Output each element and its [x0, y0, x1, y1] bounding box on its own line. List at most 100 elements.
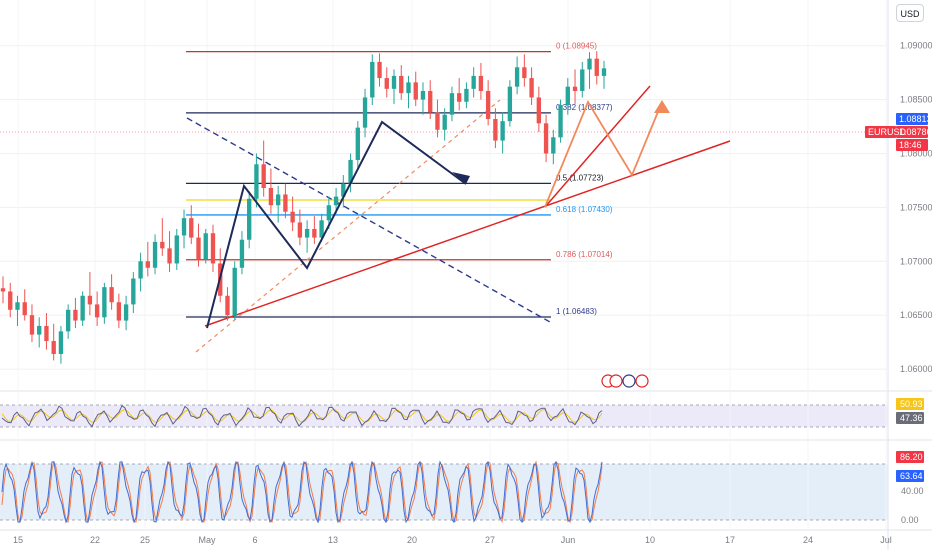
candle-body: [391, 75, 397, 89]
candle-body: [160, 241, 165, 249]
event-icons: [601, 374, 649, 388]
time-axis: 15 22 25 May 6 13 20 27 Jun 10 17 24 Jul: [13, 0, 892, 545]
price-tick-label: 1.08500: [900, 95, 932, 105]
price-tick-label: 1.09000: [900, 41, 932, 51]
fib-level-label: 0.786 (1.07014): [556, 250, 613, 259]
projection-line: [544, 100, 663, 208]
candle-body: [442, 114, 447, 130]
candle-body: [362, 97, 368, 128]
candle-body: [536, 97, 542, 124]
candle-body: [123, 304, 129, 321]
candle-body: [435, 112, 440, 130]
candle-body: [449, 93, 455, 115]
candle-body: [399, 75, 404, 94]
currency-button[interactable]: USD: [896, 4, 924, 22]
candle-body: [116, 302, 122, 321]
candle-body: [22, 302, 27, 316]
price-tag-value: 18:46: [899, 140, 922, 150]
price-tag-value: 1.08813: [899, 114, 932, 124]
candle-body: [174, 235, 179, 264]
candle-body: [102, 287, 107, 318]
candle-body: [138, 261, 143, 279]
fib-level-label: 1 (1.06483): [556, 307, 597, 316]
candle-body: [29, 315, 35, 335]
time-tick-label: 6: [252, 535, 257, 545]
price-tag-bg: [896, 113, 928, 125]
wave-pattern: [206, 100, 670, 329]
price-tag-bg: [896, 139, 928, 151]
candle-body: [65, 309, 71, 332]
price-tick-label: 1.07500: [900, 202, 932, 212]
time-tick-label: Jul: [880, 535, 892, 545]
candle-body: [247, 198, 252, 240]
price-tag-value: 1.08786: [899, 127, 932, 137]
candle-body: [558, 105, 563, 138]
indicator-tags: 50.93 47.36 86.20 63.64: [896, 398, 924, 482]
candle-body: [232, 267, 237, 316]
time-tick-label: 13: [328, 535, 338, 545]
time-tick-label: May: [198, 535, 216, 545]
price-tag-bg: [896, 126, 928, 138]
trend-lines: [0, 85, 888, 353]
candle-body: [377, 61, 382, 79]
candle-body: [189, 218, 194, 238]
candle-body: [297, 222, 303, 238]
channel-upper-line: [544, 85, 651, 208]
candle-body: [312, 228, 317, 238]
time-tick-label: 24: [803, 535, 813, 545]
candle-body: [587, 58, 592, 70]
fibonacci-retracement: 0 (1.08945) 0.382 (1.08377) 0.5 (1.07723) 0…: [186, 42, 613, 318]
fib-level-label: 0.5 (1.07723): [556, 173, 604, 182]
candle-body: [601, 68, 607, 76]
time-tick-label: 10: [645, 535, 655, 545]
candle-body: [0, 288, 6, 292]
candle-body: [261, 164, 266, 188]
rsi-tag-bg: [896, 412, 924, 424]
candle-body: [210, 233, 216, 264]
stoch-tag-value: 63.64: [900, 471, 923, 481]
stoch-tick-label: 0.00: [901, 515, 919, 525]
rsi-indicator: [1, 404, 603, 428]
candle-body: [428, 90, 433, 113]
price-tick-label: 1.06000: [900, 364, 932, 374]
flag-icon: [609, 374, 623, 388]
candle-body: [572, 86, 578, 91]
time-tick-label: 25: [140, 535, 150, 545]
candle-body: [514, 67, 520, 87]
candle-body: [457, 93, 462, 102]
candle-body: [44, 325, 49, 342]
fib-level-label: 0.618 (1.07430): [556, 205, 613, 214]
candle-body: [370, 61, 375, 98]
candle-body: [348, 159, 353, 184]
candle-body: [594, 58, 599, 76]
candle-body: [580, 69, 585, 91]
candle-body: [551, 137, 556, 154]
support-trendline: [204, 140, 731, 327]
candle-body: [500, 121, 505, 141]
candle-body: [239, 239, 245, 268]
candle-body: [341, 183, 346, 197]
stochastic-background: [0, 463, 888, 521]
projection-arrow-head: [654, 100, 670, 113]
candle-body: [15, 302, 20, 310]
candle-body: [529, 78, 534, 98]
stoch-k-line: [1, 460, 603, 524]
symbol-label: EURUSD: [868, 127, 907, 137]
stoch-tick-label: 40.00: [901, 486, 924, 496]
candle-body: [493, 119, 498, 141]
candle-body: [384, 78, 389, 89]
candle-body: [131, 278, 136, 305]
dashed-uptrend-line: [195, 99, 501, 353]
candle-body: [543, 123, 549, 154]
price-axis: 1.09000 1.08500 1.08000 1.07500 1.07000 1.065…: [0, 41, 932, 374]
candle-body: [565, 86, 570, 106]
candle-body: [58, 331, 64, 354]
candle-body: [94, 304, 100, 318]
price-tick-label: 1.06500: [900, 310, 932, 320]
candle-body: [413, 82, 418, 100]
candle-body: [145, 261, 150, 268]
time-tick-label: Jun: [561, 535, 576, 545]
candle-body: [478, 75, 484, 91]
